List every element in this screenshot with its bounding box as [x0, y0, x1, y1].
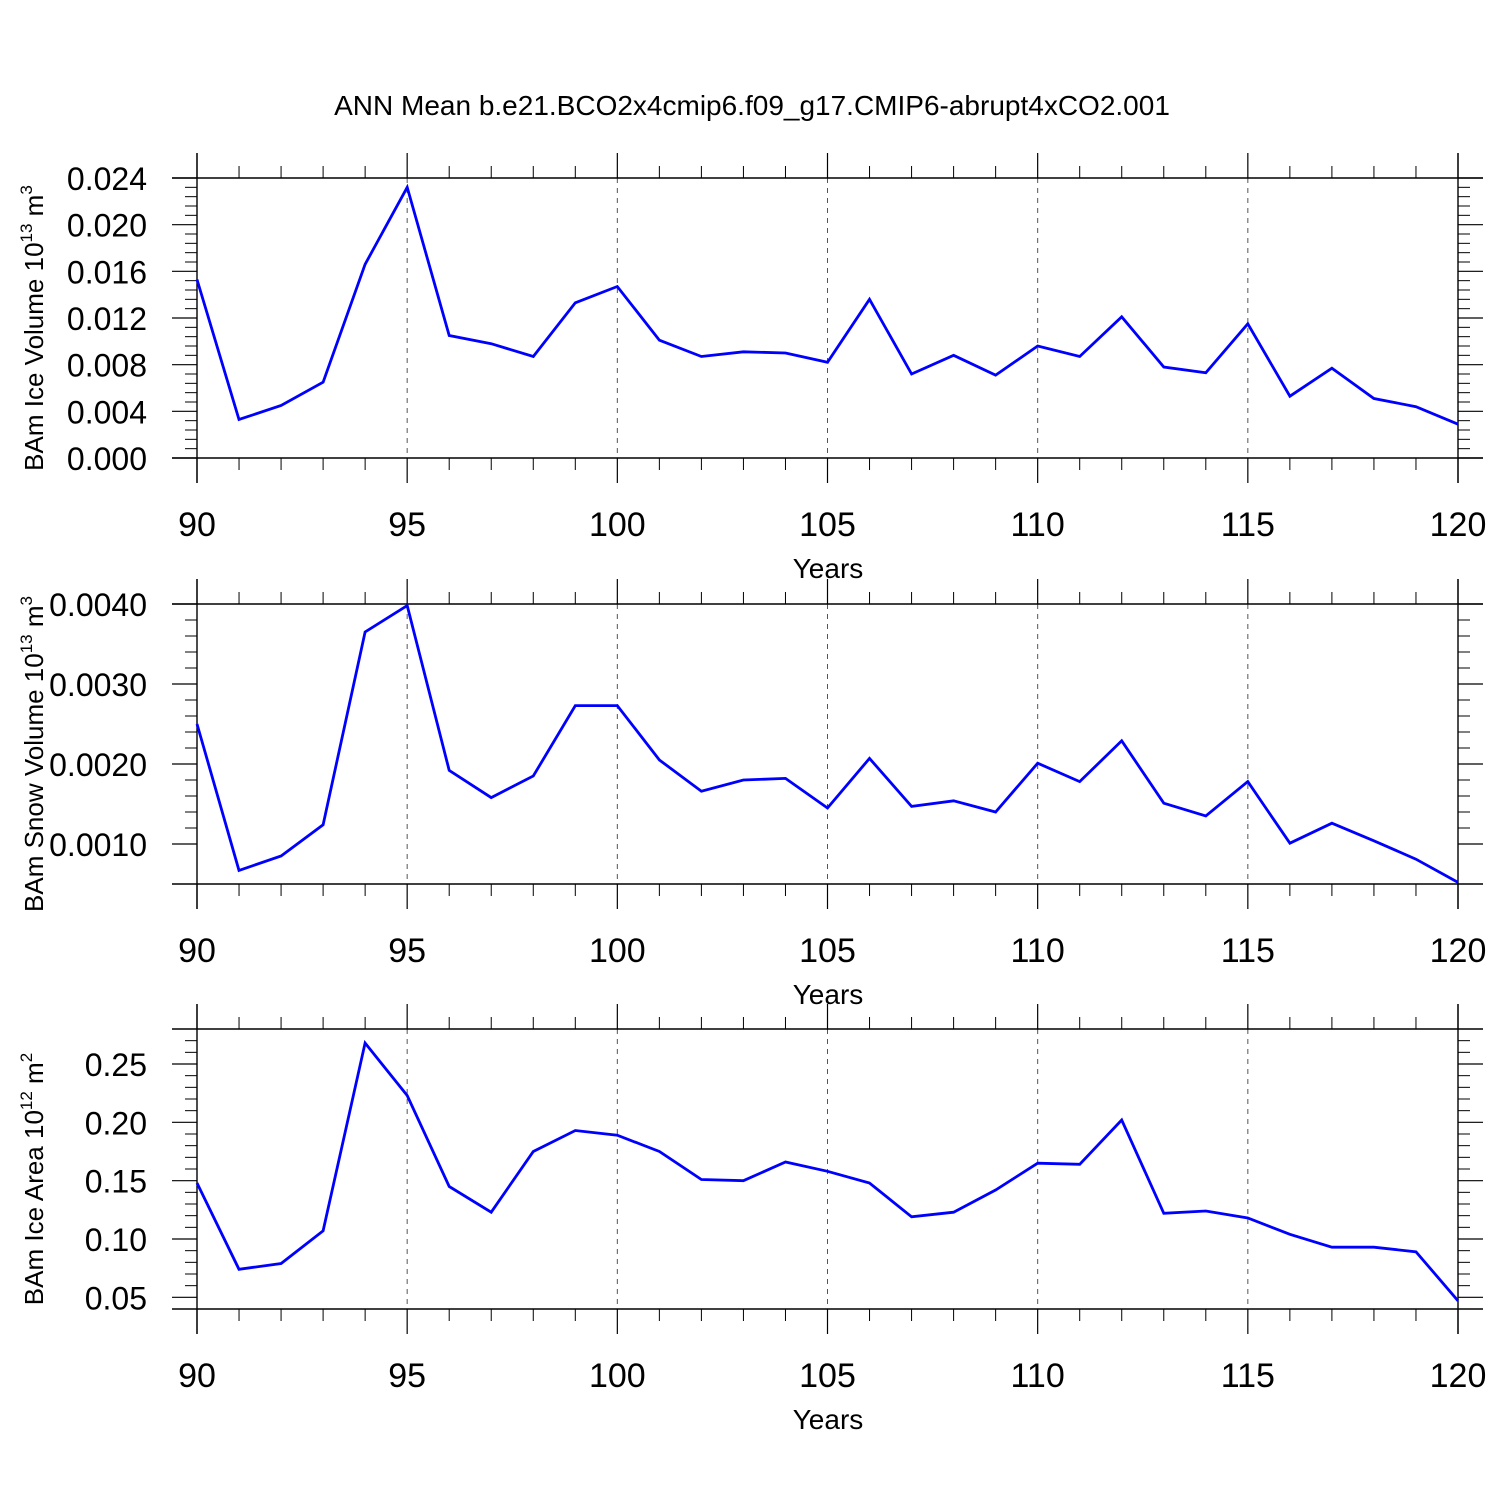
x-tick-label: 105: [799, 1357, 856, 1395]
x-tick-label: 95: [388, 1357, 426, 1395]
x-tick-label: 105: [799, 932, 856, 970]
x-tick-label: 90: [178, 506, 216, 544]
x-tick-label: 90: [178, 932, 216, 970]
y-tick-label: 0.0040: [49, 587, 147, 623]
y-tick-label: 0.000: [67, 441, 147, 477]
y-axis-label-main: BAm Ice Volume 10: [19, 242, 49, 470]
chart-title: ANN Mean b.e21.BCO2x4cmip6.f09_g17.CMIP6…: [334, 90, 1170, 121]
x-axis-label: Years: [793, 1404, 864, 1435]
x-tick-label: 110: [1011, 1357, 1065, 1395]
y-tick-label: 0.008: [67, 348, 147, 384]
y-axis-label-main: BAm Ice Area 10: [19, 1110, 49, 1305]
y-tick-label: 0.20: [85, 1105, 147, 1141]
panels: 90 95 100 105 110 115 120 0.000 0.004 0.008 0.012 0…: [17, 153, 1486, 1435]
y-axis-label: BAm Ice Volume 1013 m3: [17, 185, 49, 471]
y-axis-label-exp: 13: [17, 634, 36, 653]
y-tick-label: 0.0010: [49, 827, 147, 863]
y-tick-label: 0.020: [67, 208, 147, 244]
x-tick-label: 100: [589, 506, 646, 544]
y-tick-label: 0.0030: [49, 667, 147, 703]
y-axis-label-exp: 13: [17, 224, 36, 243]
y-tick-label: 0.10: [85, 1222, 147, 1258]
y-tick-label: 0.15: [85, 1164, 147, 1200]
y-tick-label: 0.024: [67, 161, 147, 197]
x-tick-label: 120: [1430, 506, 1487, 544]
x-axis-label: Years: [793, 553, 864, 584]
series-line: [195, 1039, 1460, 1302]
series-line: [195, 183, 1459, 426]
y-axis-label-exp: 12: [17, 1091, 36, 1110]
y-tick-label: 0.05: [85, 1280, 147, 1316]
y-axis-label: BAm Ice Area 1012 m2: [17, 1053, 49, 1305]
y-axis-label-unit-exp: 3: [17, 185, 36, 194]
x-tick-label: 95: [388, 932, 426, 970]
x-tick-label: 110: [1011, 506, 1065, 544]
y-axis-label-unit-exp: 2: [17, 1053, 36, 1062]
x-tick-label: 95: [388, 506, 426, 544]
series-line: [195, 603, 1459, 884]
x-tick-label: 115: [1221, 506, 1275, 544]
x-tick-label: 115: [1221, 1357, 1275, 1395]
y-tick-label: 0.004: [67, 394, 147, 430]
x-tick-label: 120: [1430, 1357, 1487, 1395]
y-axis-label-main: BAm Snow Volume 10: [19, 653, 49, 912]
x-tick-label: 90: [178, 1357, 216, 1395]
y-tick-label: 0.016: [67, 254, 147, 290]
x-tick-label: 105: [799, 506, 856, 544]
panel-3: 90 95 100 105 110 115 120 0.05 0.10 0.15 0.20 0.25 Y…: [17, 1004, 1486, 1435]
y-tick-label: 0.0020: [49, 747, 147, 783]
y-axis-label-unit-exp: 3: [17, 596, 36, 605]
y-tick-label: 0.012: [67, 301, 147, 337]
y-tick-label: 0.25: [85, 1047, 147, 1083]
y-axis-label: BAm Snow Volume 1013 m3: [17, 596, 49, 912]
y-axis-label-unit: m: [19, 195, 49, 224]
y-axis-label-unit: m: [19, 605, 49, 634]
x-tick-label: 110: [1011, 932, 1065, 970]
panel-2: 90 95 100 105 110 115 120 0.0010 0.0020 0.0030 0.0…: [17, 579, 1486, 1010]
x-tick-label: 100: [589, 1357, 646, 1395]
x-tick-label: 115: [1221, 932, 1275, 970]
x-tick-label: 100: [589, 932, 646, 970]
panel-1: 90 95 100 105 110 115 120 0.000 0.004 0.008 0.012 0…: [17, 153, 1486, 584]
x-tick-label: 120: [1430, 932, 1487, 970]
y-axis-label-unit: m: [19, 1062, 49, 1091]
